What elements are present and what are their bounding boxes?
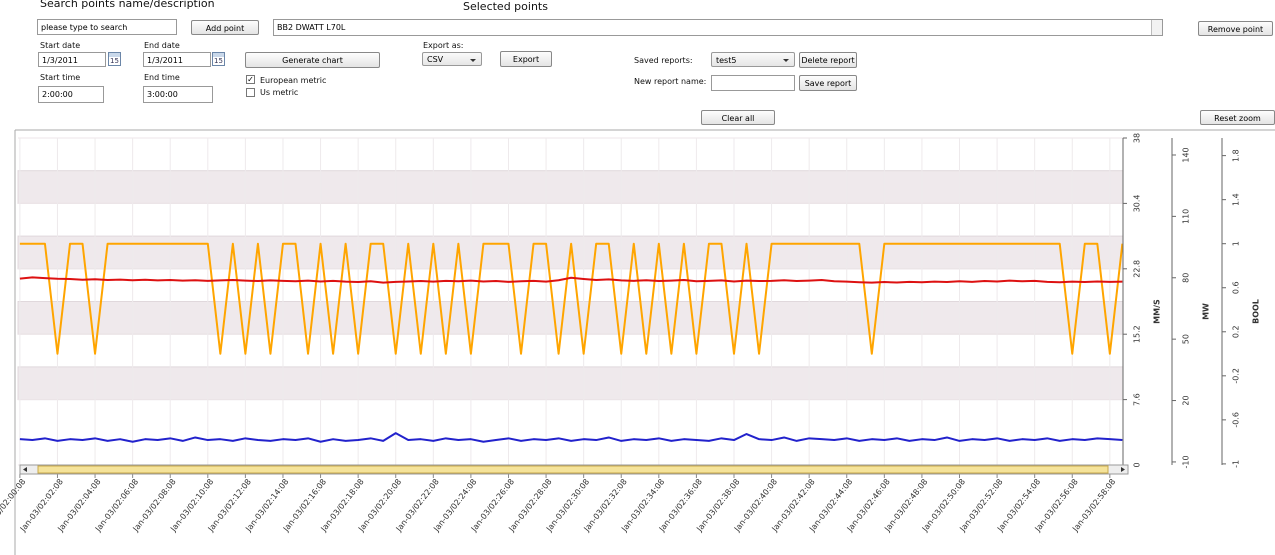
selected-item[interactable]: BB2 DWATT L70L <box>277 23 346 32</box>
y-axis-title: MW <box>1202 303 1211 320</box>
us-checkbox[interactable] <box>246 88 255 97</box>
series-line <box>19 276 1123 284</box>
y-axis-title: MM/S <box>1153 299 1162 324</box>
list-scroll[interactable] <box>1151 20 1162 35</box>
remove-point-button[interactable]: Remove point <box>1198 21 1273 36</box>
saved-report-select[interactable]: test5 <box>711 52 795 67</box>
european-checkbox[interactable]: ✓ <box>246 75 255 84</box>
bands <box>17 170 1124 401</box>
start-time-label: Start time <box>40 73 81 82</box>
start-date-input[interactable]: 1/3/2011 <box>38 52 106 67</box>
save-report-button[interactable]: Save report <box>799 75 857 91</box>
y-tick-label: 1 <box>1232 241 1241 246</box>
series-line <box>19 242 1124 355</box>
reset-zoom-button[interactable]: Reset zoom <box>1200 110 1275 125</box>
european-label: European metric <box>260 76 327 85</box>
start-time-input[interactable]: 2:00:00 <box>38 86 104 103</box>
y-tick-label: 20 <box>1182 395 1191 405</box>
y-tick-label: 0.6 <box>1232 281 1241 294</box>
clear-all-button[interactable]: Clear all <box>701 110 775 125</box>
search-label: Search points name/description <box>40 0 215 10</box>
y-tick-label: 1.8 <box>1232 149 1241 162</box>
y-tick-label: 15.2 <box>1133 325 1142 343</box>
start-date-label: Start date <box>40 41 81 50</box>
y-tick-label: 0 <box>1133 462 1142 467</box>
y-tick-label: 1.4 <box>1232 193 1241 206</box>
new-report-input[interactable] <box>711 75 795 91</box>
y-tick-label: -0.2 <box>1232 368 1241 384</box>
add-point-button[interactable]: Add point <box>191 20 259 35</box>
us-label: Us metric <box>260 88 299 97</box>
saved-reports-label: Saved reports: <box>634 56 693 65</box>
end-time-label: End time <box>144 73 180 82</box>
y-tick-label: 22.8 <box>1133 260 1142 278</box>
export-select[interactable]: CSV <box>422 52 482 66</box>
y-tick-label: 80 <box>1182 273 1191 283</box>
new-report-label: New report name: <box>634 77 707 86</box>
series-line <box>19 432 1123 443</box>
y-tick-label: 30.4 <box>1133 194 1142 212</box>
lines <box>19 242 1124 443</box>
y-tick-label: 38 <box>1133 133 1142 143</box>
y-tick-label: 7.6 <box>1133 393 1142 406</box>
grid-band <box>17 366 1124 401</box>
grid-band <box>17 170 1124 204</box>
y-tick-label: 110 <box>1182 209 1191 224</box>
selected-list[interactable]: BB2 DWATT L70L <box>273 19 1163 36</box>
grid-band <box>17 301 1124 335</box>
generate-chart-button[interactable]: Generate chart <box>245 52 380 68</box>
calendar-icon[interactable]: 15 <box>212 52 225 66</box>
end-date-input[interactable]: 1/3/2011 <box>143 52 211 67</box>
end-time-input[interactable]: 3:00:00 <box>143 86 213 103</box>
y-tick-label: 0.2 <box>1232 325 1241 338</box>
export-button[interactable]: Export <box>500 51 552 67</box>
scroll-right[interactable] <box>1121 467 1125 472</box>
y-axis-title: BOOL <box>1252 299 1261 324</box>
y-tick-label: -1 <box>1232 460 1241 468</box>
scrollbar-thumb[interactable] <box>37 465 1109 474</box>
scroll-left[interactable] <box>23 467 27 472</box>
y-tick-label: -10 <box>1182 455 1191 468</box>
y-tick-label: 140 <box>1182 147 1191 162</box>
y-tick-label: 50 <box>1182 334 1191 344</box>
calendar-icon[interactable]: 15 <box>108 52 121 66</box>
y-tick-label: -0.6 <box>1232 412 1241 428</box>
delete-report-button[interactable]: Delete report <box>799 52 857 68</box>
selected-label: Selected points <box>463 0 548 13</box>
export-label: Export as: <box>423 41 464 50</box>
grid <box>18 137 1123 466</box>
search-input[interactable]: please type to search <box>37 19 177 35</box>
end-date-label: End date <box>144 41 180 50</box>
